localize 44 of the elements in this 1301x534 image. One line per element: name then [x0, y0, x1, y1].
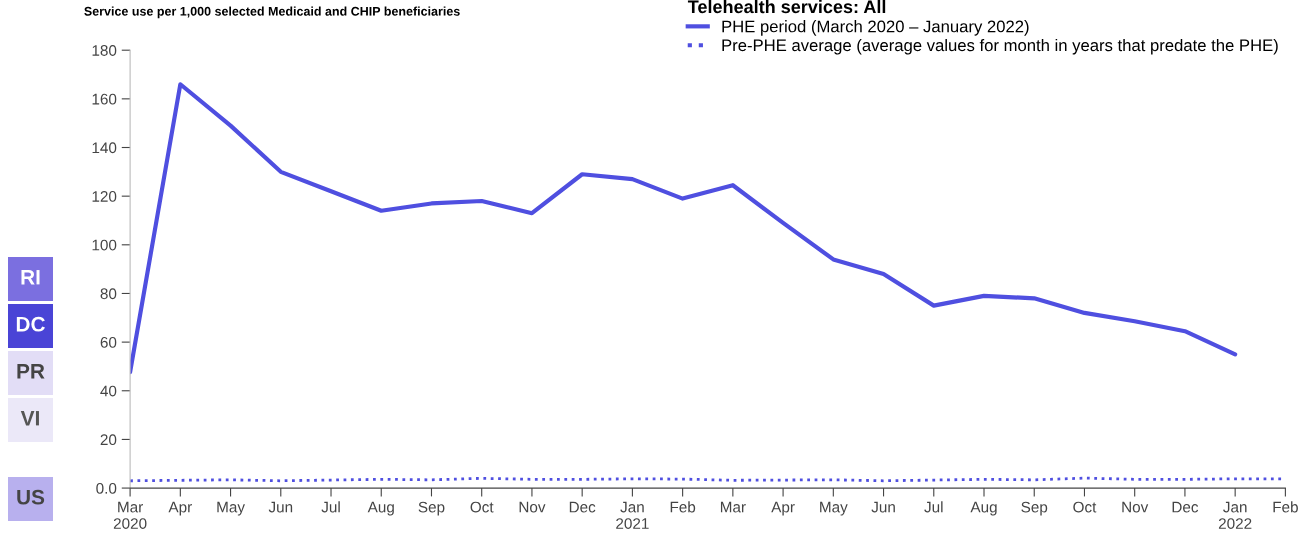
x-tick-label: Apr: [168, 501, 192, 516]
x-tick-label: Sep: [418, 501, 445, 516]
chart-title: Service use per 1,000 selected Medicaid and CHIP beneficiaries: [84, 6, 460, 19]
x-tick-label: Mar 2020: [113, 501, 147, 529]
y-tick-label: 80: [100, 288, 117, 300]
y-tick-label: 60: [100, 336, 117, 348]
x-tick-label: Oct: [1073, 501, 1097, 513]
text: US: [17, 489, 45, 505]
y-tick-label: 100: [92, 239, 117, 251]
y-tick-label: 20: [100, 434, 117, 446]
x-tick-label: Oct: [470, 501, 494, 513]
x-tick-label: Dec: [1172, 501, 1199, 513]
x-tick-label: Mar: [720, 501, 746, 513]
text: DC: [16, 316, 45, 332]
x-tick-label: Jun: [871, 501, 895, 513]
y-tick-label: 160: [92, 93, 117, 105]
x-tick-label: Dec: [569, 501, 596, 513]
x-tick-label: Feb: [670, 501, 696, 513]
x-tick-label: Jan 2021: [616, 501, 649, 529]
legend-label: PHE period (March 2020 – January 2022): [722, 20, 1029, 36]
x-tick-label: Aug: [970, 501, 997, 516]
text: VI: [20, 411, 39, 426]
y-tick-label: 180: [92, 45, 117, 56]
legend-label: Pre-PHE average (average values for month in years that predate the PHE): [722, 38, 1278, 55]
x-tick-label: Jun: [268, 501, 293, 513]
x-tick-label: May: [217, 501, 245, 516]
x-tick-label: Apr: [771, 501, 795, 516]
x-tick-label: Sep: [1021, 501, 1048, 516]
x-tick-label: Nov: [519, 501, 546, 513]
y-tick-label: 120: [92, 191, 117, 202]
x-tick-label: Aug: [367, 501, 394, 516]
line-series: [130, 82, 1238, 375]
y-tick-label: 40: [100, 385, 117, 397]
x-tick-label: May: [820, 501, 848, 516]
x-tick-label: Jul: [924, 501, 943, 513]
legend-title: Telehealth services: All: [687, 0, 886, 14]
x-tick-label: Jul: [321, 501, 340, 513]
x-tick-label: Nov: [1122, 501, 1149, 513]
x-tick-label: Feb: [1273, 501, 1298, 513]
x-tick-label: Jan 2022: [1218, 501, 1252, 529]
y-tick-label: 140: [92, 142, 117, 154]
text: PR: [17, 364, 45, 379]
y-tick-label: 0.0: [96, 482, 117, 494]
text: RI: [21, 270, 40, 285]
